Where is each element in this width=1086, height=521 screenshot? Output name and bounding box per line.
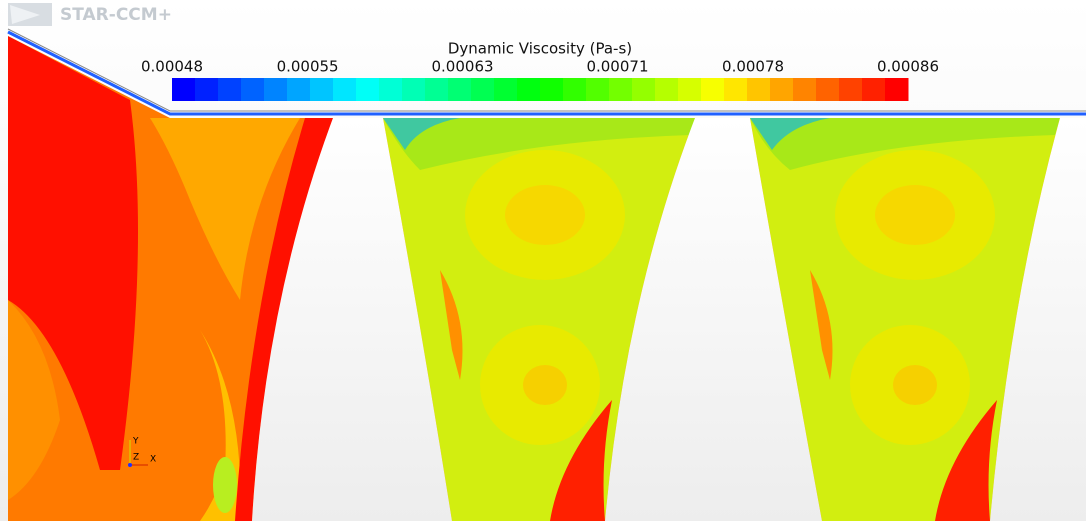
axis-label: Y — [132, 437, 139, 447]
colorbar-band — [724, 78, 748, 101]
colorbar-band — [172, 78, 196, 101]
colorbar-band — [310, 78, 334, 101]
blade — [990, 118, 1086, 521]
colorbar-band — [517, 78, 541, 101]
colorbar-band — [563, 78, 587, 101]
colorbar-band — [747, 78, 771, 101]
colorbar-band — [678, 78, 702, 101]
colorbar-band — [839, 78, 863, 101]
blade — [605, 118, 822, 521]
colorbar-tick-label: 0.00048 — [141, 58, 203, 76]
colorbar-band — [195, 78, 219, 101]
colorbar-band — [471, 78, 495, 101]
logo: STAR-CCM+ — [60, 5, 172, 25]
colorbar-band — [793, 78, 817, 101]
logo-icon — [10, 5, 40, 24]
colorbar-tick-label: 0.00063 — [432, 58, 494, 76]
colorbar-tick-label: 0.00055 — [277, 58, 339, 76]
colorbar-band — [402, 78, 426, 101]
colorbar-band — [448, 78, 472, 101]
colorbar-band — [632, 78, 656, 101]
wall — [7, 30, 1086, 116]
colorbar-band — [241, 78, 265, 101]
colorbar-band — [540, 78, 564, 101]
colorbar-tick-label: 0.00071 — [586, 58, 648, 76]
colorbar-tick-label: 0.00078 — [722, 58, 784, 76]
colorbar-band — [379, 78, 403, 101]
colorbar-band — [655, 78, 679, 101]
colorbar-band — [494, 78, 518, 101]
colorbar-band — [885, 78, 909, 101]
colorbar-band — [701, 78, 725, 101]
colorbar: 0.00048 0.00055 0.00063 0.00071 0.00078 0.000… — [141, 58, 939, 101]
colorbar-band — [287, 78, 311, 101]
axis-label: Z — [133, 453, 139, 463]
colorbar-band — [425, 78, 449, 101]
colorbar-band — [770, 78, 794, 101]
colorbar-tick-label: 0.00086 — [877, 58, 939, 76]
colorbar-band — [333, 78, 357, 101]
colorbar-band — [862, 78, 886, 101]
axis-label: X — [150, 455, 156, 465]
colorbar-band — [586, 78, 610, 101]
colorbar-band — [356, 78, 380, 101]
colorbar-title: Dynamic Viscosity (Pa-s) — [448, 40, 632, 58]
blade — [252, 118, 452, 521]
wall-edge — [7, 28, 1086, 112]
colorbar-band — [218, 78, 242, 101]
colorbar-band — [264, 78, 288, 101]
colorbar-band — [609, 78, 633, 101]
colorbar-band — [816, 78, 840, 101]
axes-triad: Y Z X — [128, 437, 156, 467]
